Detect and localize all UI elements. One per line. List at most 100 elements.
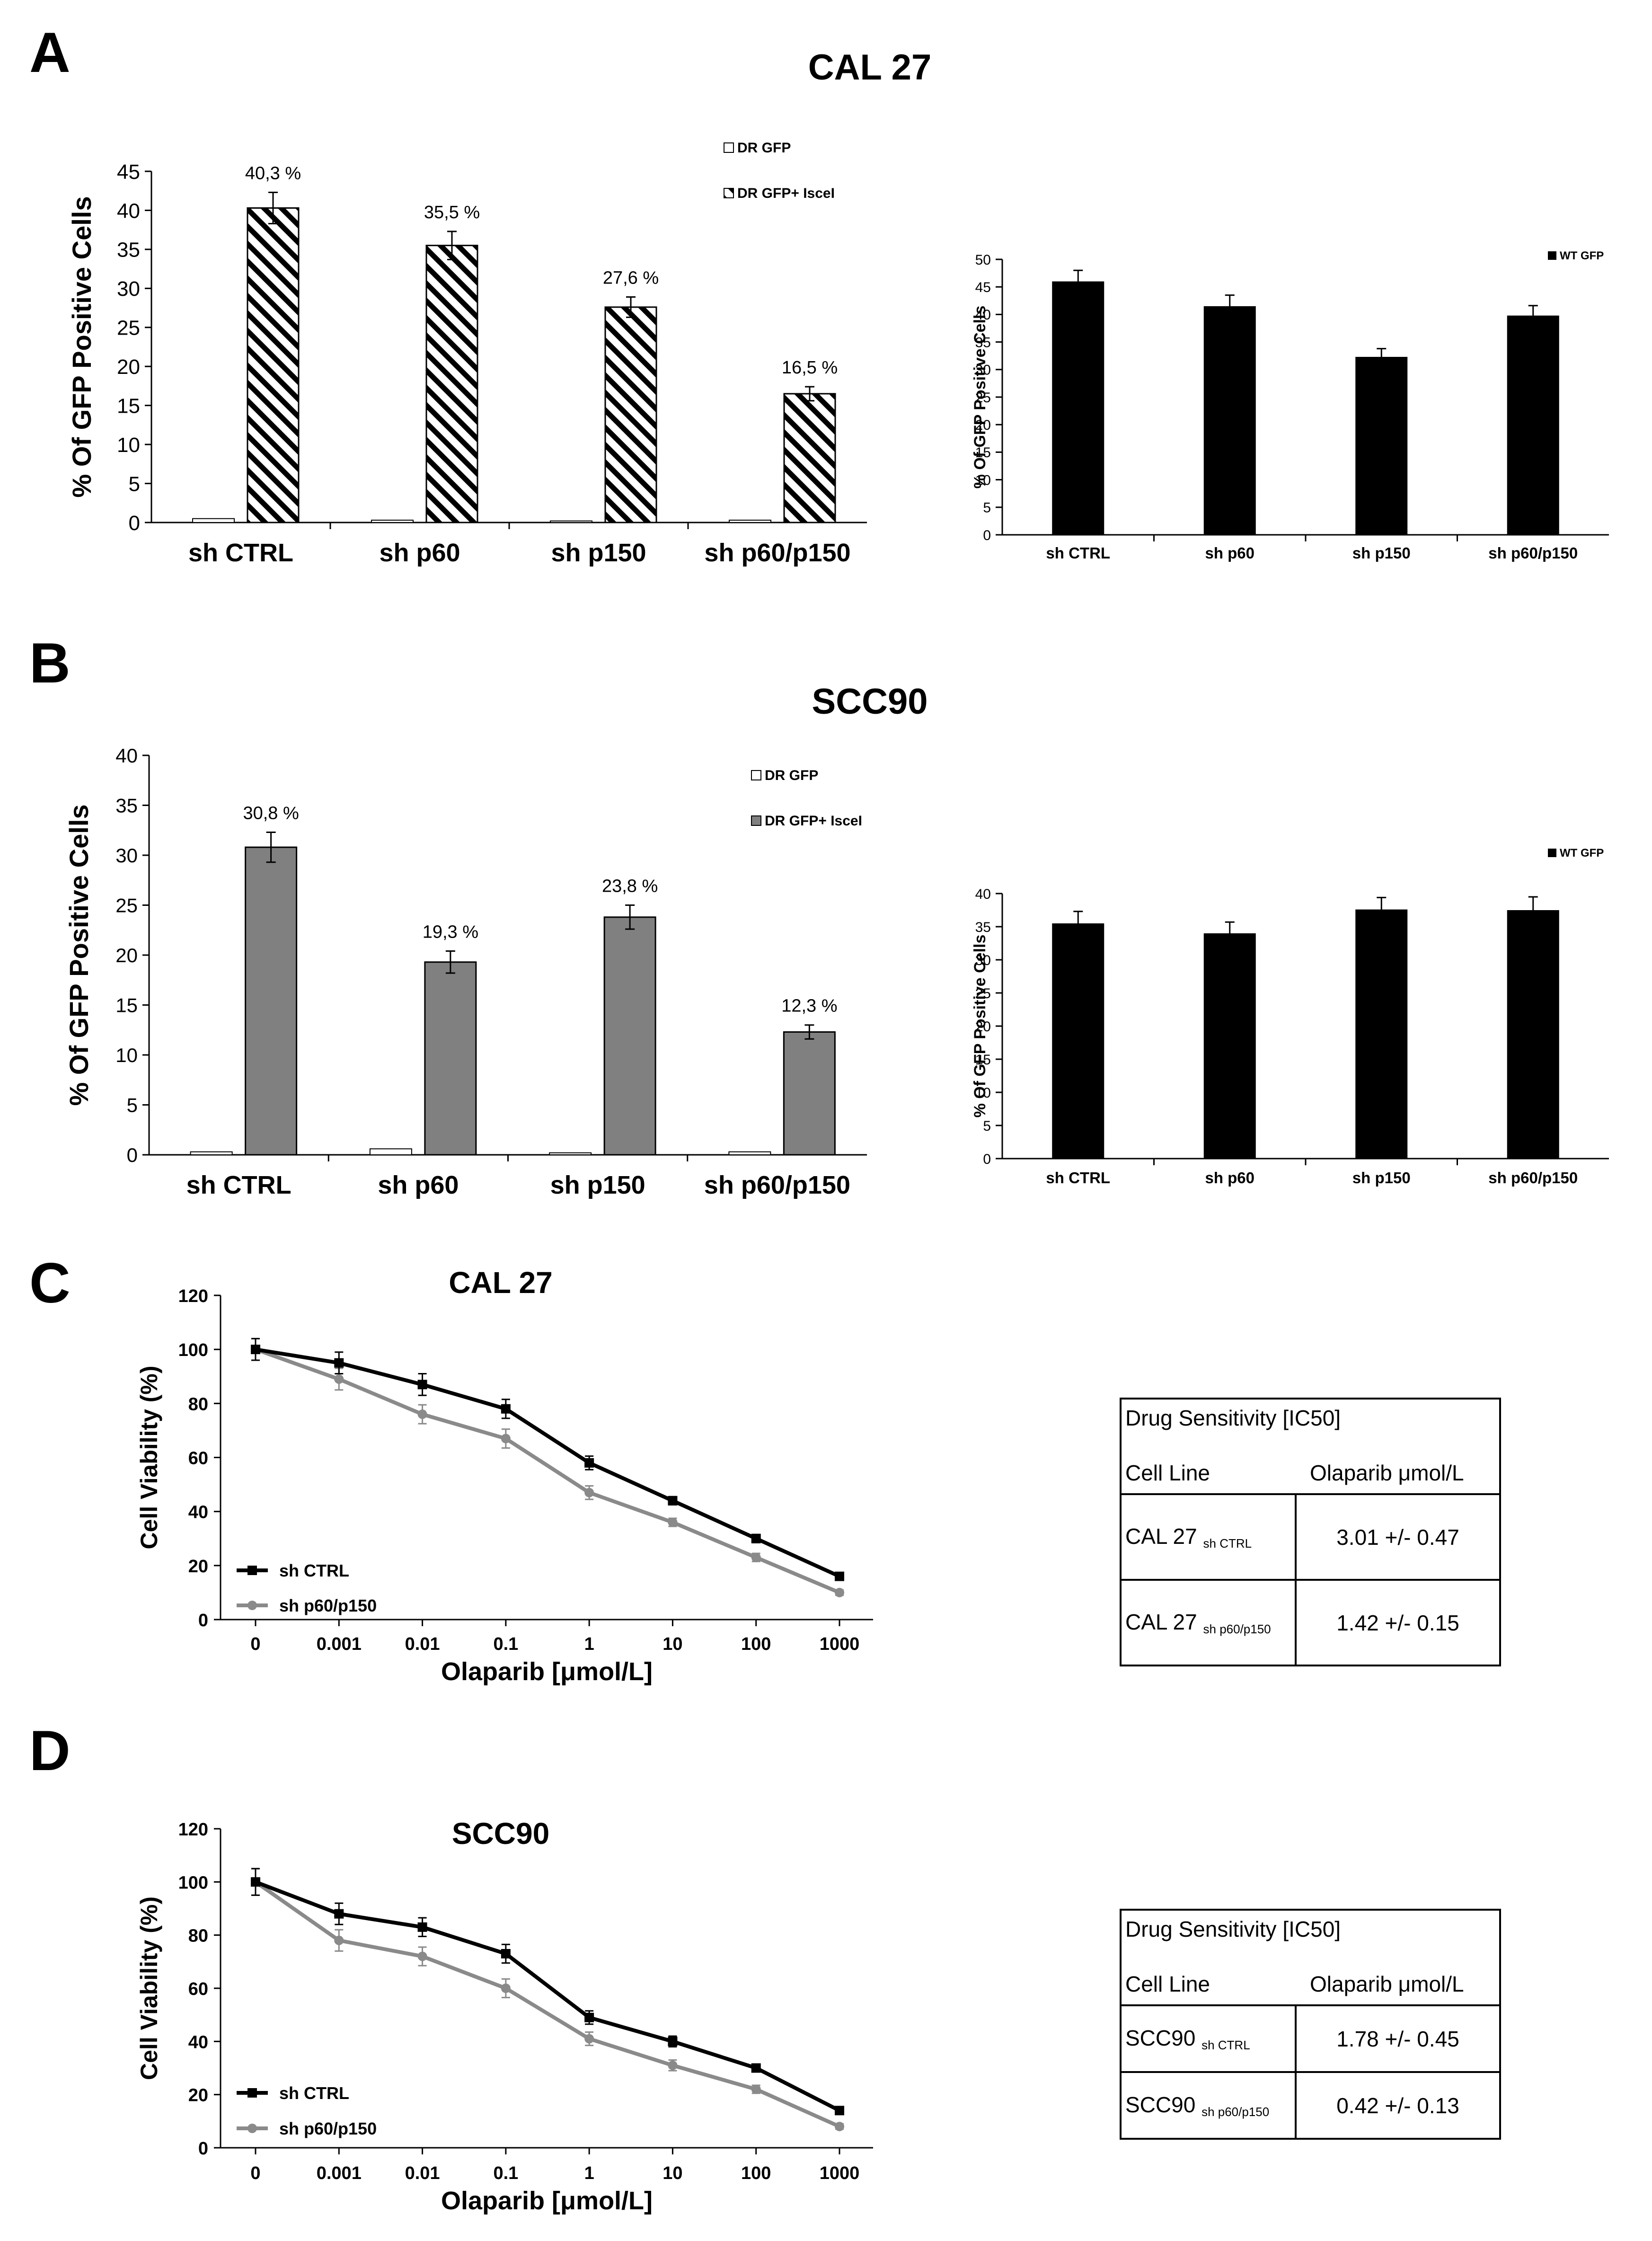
chart-title-b: SCC90 (812, 682, 928, 722)
x-category-label: sh p60/p150 (704, 539, 850, 567)
y-tick-label: 25 (115, 895, 138, 917)
bar-dr-gfp-iscei (245, 846, 298, 1156)
data-label: 30,8 % (243, 803, 299, 823)
data-point (417, 1409, 427, 1419)
bar-wt-gfp (1203, 933, 1256, 1159)
y-tick-label: 0 (198, 1611, 208, 1630)
bar-wt-gfp (1052, 923, 1104, 1159)
table-row: CAL 27 sh p60/p150 1.42 +/- 0.15 (1120, 1579, 1501, 1666)
x-tick-label: 0 (250, 1634, 260, 1654)
cell-line-name: CAL 27 (1125, 1524, 1197, 1549)
data-label: 12,3 % (781, 996, 837, 1016)
y-tick-label: 80 (188, 1394, 208, 1414)
y-tick-label: 30 (975, 953, 991, 968)
x-category-label: sh p150 (551, 539, 646, 567)
y-tick-label: 10 (975, 1085, 991, 1101)
bar-dr-gfp-iscei (424, 961, 477, 1156)
data-point (334, 1909, 344, 1919)
legend-label: sh p60/p150 (279, 2119, 377, 2138)
y-tick-label: 40 (115, 744, 138, 767)
x-tick-label: 1 (584, 1634, 594, 1654)
y-axis-label: Cell Viability (%) (136, 1896, 162, 2080)
legend-marker (247, 2088, 257, 2098)
data-point (835, 1571, 844, 1581)
y-axis-label: % Of GFP Positive Cells (971, 935, 989, 1118)
legend-label: sh CTRL (279, 2083, 349, 2103)
series-line-sh-p60-p150 (255, 1347, 840, 1594)
data-point (668, 2060, 678, 2070)
bar-wt-gfp (1203, 306, 1256, 535)
data-label: 40,3 % (245, 164, 301, 184)
bar-dr-gfp (729, 520, 771, 523)
data-label: 19,3 % (423, 922, 478, 942)
data-label: 27,6 % (603, 268, 659, 288)
ic50-header-cell: Drug Sensitivity [IC50] Cell Line Olapari… (1120, 1398, 1501, 1495)
x-tick-label: 0.1 (493, 2163, 518, 2183)
ic50-col-olaparib: Olaparib μmol/L (1310, 1972, 1464, 1996)
y-tick-label: 120 (178, 1286, 208, 1306)
y-tick-label: 20 (975, 1019, 991, 1035)
ic50-col-cell-line: Cell Line (1125, 1972, 1210, 1996)
ic50-value: 1.42 +/- 0.15 (1295, 1579, 1501, 1666)
data-point (501, 1949, 511, 1958)
y-tick-label: 30 (117, 277, 140, 301)
y-tick-label: 45 (975, 280, 991, 295)
ic50-table-scc90: Drug Sensitivity [IC50] Cell Line Olapari… (1120, 1909, 1501, 2140)
x-tick-label: 100 (741, 1634, 771, 1654)
y-tick-label: 120 (178, 1820, 208, 1840)
bar-wt-gfp (1507, 315, 1559, 535)
bar-dr-gfp-iscei (783, 1031, 836, 1156)
y-tick-label: 40 (975, 886, 991, 902)
legend-swatch (1548, 251, 1556, 260)
data-point (835, 1587, 844, 1597)
ic50-col-cell-line: Cell Line (1125, 1461, 1210, 1485)
legend-label: WT GFP (1560, 249, 1604, 262)
y-tick-label: 15 (115, 994, 138, 1017)
y-tick-label: 15 (975, 1052, 991, 1068)
x-category-label: sh p150 (1352, 1169, 1411, 1187)
y-tick-label: 20 (117, 355, 140, 379)
y-tick-label: 30 (975, 363, 991, 378)
y-tick-label: 0 (983, 1152, 991, 1167)
bar-dr-gfp (190, 1151, 233, 1155)
ic50-header-cell: Drug Sensitivity [IC50] Cell Line Olapari… (1120, 1909, 1501, 2006)
bar-dr-gfp (550, 520, 592, 523)
cell-line-name: CAL 27 (1125, 1609, 1197, 1634)
y-tick-label: 5 (983, 500, 991, 516)
data-point (501, 1984, 511, 1993)
series-line-sh-ctrl (255, 1880, 840, 2112)
data-point (751, 1533, 761, 1543)
data-point (584, 2012, 594, 2022)
bar-dr-gfp (728, 1151, 771, 1155)
bar-dr-gfp-iscei (603, 916, 656, 1156)
data-point (751, 1552, 761, 1562)
y-axis-label: % Of GFP Positive Cells (67, 196, 97, 498)
y-tick-label: 40 (117, 199, 140, 222)
table-row: CAL 27 sh CTRL 3.01 +/- 0.47 (1120, 1493, 1501, 1581)
y-tick-label: 10 (115, 1044, 138, 1066)
y-tick-label: 5 (127, 1094, 138, 1116)
x-tick-label: 0.01 (405, 2163, 440, 2183)
y-tick-label: 25 (975, 390, 991, 406)
data-point (835, 2122, 844, 2132)
y-tick-label: 0 (127, 1144, 138, 1166)
bar-wt-gfp (1052, 281, 1104, 535)
y-tick-label: 40 (188, 2032, 208, 2052)
y-tick-label: 20 (188, 2086, 208, 2106)
cell-line-sub: sh CTRL (1203, 1536, 1252, 1550)
bar-wt-gfp (1355, 909, 1408, 1159)
y-tick-label: 25 (975, 986, 991, 1001)
data-point (417, 1380, 427, 1390)
legend-swatch (751, 815, 761, 826)
data-point (668, 1496, 678, 1506)
x-tick-label: 0 (250, 2163, 260, 2183)
legend-label: sh p60/p150 (279, 1596, 377, 1615)
data-point (501, 1404, 511, 1414)
y-tick-label: 10 (975, 472, 991, 488)
bar-dr-gfp (369, 1148, 412, 1156)
data-point (251, 1345, 260, 1355)
x-category-label: sh p60/p150 (1488, 544, 1578, 562)
y-tick-label: 0 (983, 528, 991, 543)
legend-label: DR GFP (765, 768, 818, 783)
cell-line-sub: sh CTRL (1201, 2037, 1250, 2052)
